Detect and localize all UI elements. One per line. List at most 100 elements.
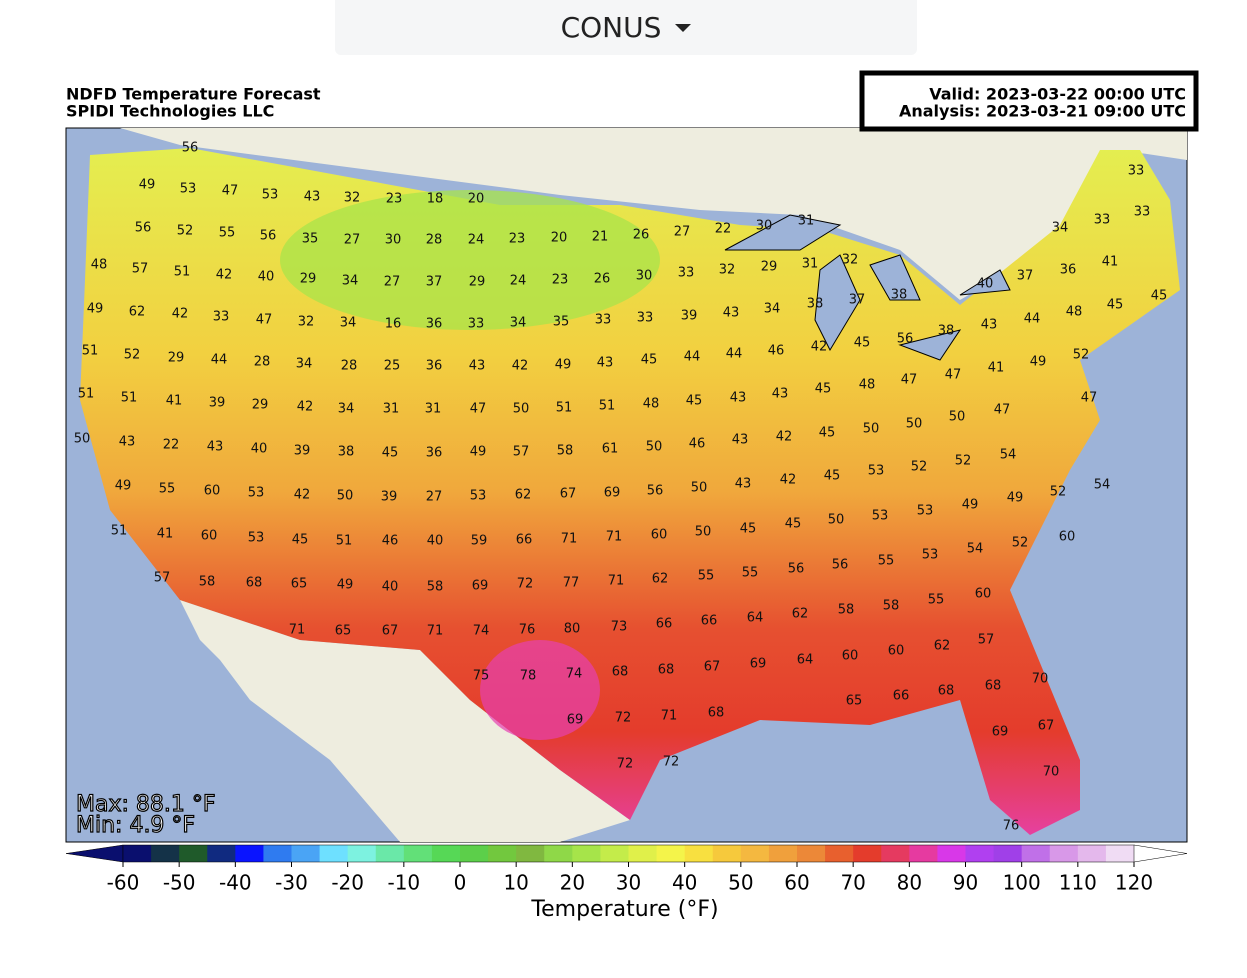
caret bbox=[675, 23, 692, 32]
station-temp: 72 bbox=[663, 755, 680, 770]
station-temp: 22 bbox=[163, 438, 180, 453]
station-temp: 32 bbox=[842, 253, 859, 268]
station-temp: 31 bbox=[425, 402, 442, 417]
colorbar-segment bbox=[768, 845, 798, 862]
station-temp: 37 bbox=[849, 293, 866, 308]
station-temp: 16 bbox=[385, 317, 402, 332]
station-temp: 28 bbox=[426, 233, 443, 248]
station-temp: 47 bbox=[222, 184, 239, 199]
station-temp: 53 bbox=[180, 182, 197, 197]
station-temp: 49 bbox=[962, 498, 979, 513]
station-temp: 49 bbox=[139, 178, 156, 193]
station-temp: 38 bbox=[938, 324, 955, 339]
station-temp: 68 bbox=[938, 684, 955, 699]
colorbar-segment bbox=[319, 845, 349, 862]
colorbar-tick-label: 50 bbox=[728, 871, 753, 895]
colorbar-extend-high bbox=[1133, 844, 1188, 863]
colorbar-segment bbox=[656, 845, 686, 862]
station-temp: 44 bbox=[726, 347, 743, 362]
colorbar-segment bbox=[740, 845, 770, 862]
station-temp: 69 bbox=[750, 657, 767, 672]
station-temp: 72 bbox=[615, 711, 632, 726]
colorbar-segment bbox=[1077, 845, 1107, 862]
station-temp: 72 bbox=[617, 757, 634, 772]
station-temp: 70 bbox=[1032, 672, 1049, 687]
station-temp: 44 bbox=[1024, 312, 1041, 327]
station-temp: 50 bbox=[906, 417, 923, 432]
colorbar-segment bbox=[965, 845, 995, 862]
station-temp: 45 bbox=[1107, 298, 1124, 313]
station-temp: 45 bbox=[382, 446, 399, 461]
station-temp: 40 bbox=[427, 534, 444, 549]
station-temp: 51 bbox=[174, 265, 191, 280]
station-temp: 21 bbox=[592, 230, 609, 245]
station-temp: 22 bbox=[715, 222, 732, 237]
colorbar-tick-label: -30 bbox=[275, 871, 308, 895]
colorbar-segment bbox=[263, 845, 292, 862]
station-temp: 43 bbox=[207, 440, 224, 455]
station-temp: 53 bbox=[868, 464, 885, 479]
station-temp: 49 bbox=[1030, 355, 1047, 370]
station-temp: 68 bbox=[985, 679, 1002, 694]
canada bbox=[66, 128, 1187, 300]
colorbar-segment bbox=[628, 845, 658, 862]
station-temp: 45 bbox=[815, 382, 832, 397]
station-temp: 29 bbox=[761, 260, 778, 275]
station-temp: 34 bbox=[342, 274, 359, 289]
station-temp: 39 bbox=[209, 396, 226, 411]
station-temp: 60 bbox=[1059, 530, 1076, 545]
station-temp: 74 bbox=[473, 624, 490, 639]
station-temp: 40 bbox=[977, 277, 994, 292]
colorbar-segment bbox=[825, 845, 854, 862]
station-temp: 33 bbox=[637, 311, 654, 326]
station-temp: 23 bbox=[509, 232, 526, 247]
station-temp: 50 bbox=[513, 402, 530, 417]
station-temp: 67 bbox=[382, 624, 399, 639]
station-temp: 55 bbox=[159, 482, 176, 497]
station-temp: 69 bbox=[604, 486, 621, 501]
station-temp: 27 bbox=[426, 490, 443, 505]
station-temp: 53 bbox=[248, 531, 265, 546]
station-temp: 68 bbox=[708, 706, 725, 721]
colorbar-segment bbox=[600, 845, 629, 862]
station-temp: 58 bbox=[838, 603, 855, 618]
colorbar-tick-label: 10 bbox=[503, 871, 528, 895]
station-temp: 54 bbox=[967, 542, 984, 557]
station-temp: 34 bbox=[1052, 221, 1069, 236]
station-temp: 48 bbox=[1066, 305, 1083, 320]
station-temp: 52 bbox=[1073, 348, 1090, 363]
colorbar-tick-label: 20 bbox=[560, 871, 585, 895]
station-temp: 32 bbox=[298, 315, 315, 330]
region-dropdown[interactable]: CONUS bbox=[335, 0, 917, 55]
colorbar-segment bbox=[179, 845, 208, 862]
station-temp: 70 bbox=[1043, 765, 1060, 780]
station-temp: 65 bbox=[846, 694, 863, 709]
station-temp: 58 bbox=[427, 580, 444, 595]
station-temp: 20 bbox=[468, 192, 485, 207]
station-temp: 56 bbox=[897, 332, 914, 347]
station-temp: 42 bbox=[297, 400, 314, 415]
colorbar-segment bbox=[375, 845, 405, 862]
station-temp: 67 bbox=[704, 660, 721, 675]
station-temp: 41 bbox=[166, 394, 183, 409]
station-temp: 67 bbox=[560, 487, 577, 502]
station-temp: 49 bbox=[337, 578, 354, 593]
station-temp: 55 bbox=[878, 554, 895, 569]
station-temp: 33 bbox=[595, 313, 612, 328]
station-temp: 45 bbox=[641, 353, 658, 368]
station-temp: 71 bbox=[561, 532, 578, 547]
station-temp: 56 bbox=[647, 484, 664, 499]
station-temp: 71 bbox=[606, 530, 623, 545]
colorbar-segment bbox=[347, 845, 377, 862]
station-temp: 42 bbox=[216, 268, 233, 283]
cold-area bbox=[280, 190, 660, 330]
station-temp: 32 bbox=[344, 191, 361, 206]
station-temp: 58 bbox=[557, 444, 574, 459]
station-temp: 45 bbox=[740, 522, 757, 537]
station-temp: 42 bbox=[776, 430, 793, 445]
colorbar-tick-label: 120 bbox=[1115, 871, 1153, 895]
station-temp: 40 bbox=[258, 270, 275, 285]
station-temp: 47 bbox=[994, 403, 1011, 418]
colorbar-segment bbox=[403, 845, 433, 862]
